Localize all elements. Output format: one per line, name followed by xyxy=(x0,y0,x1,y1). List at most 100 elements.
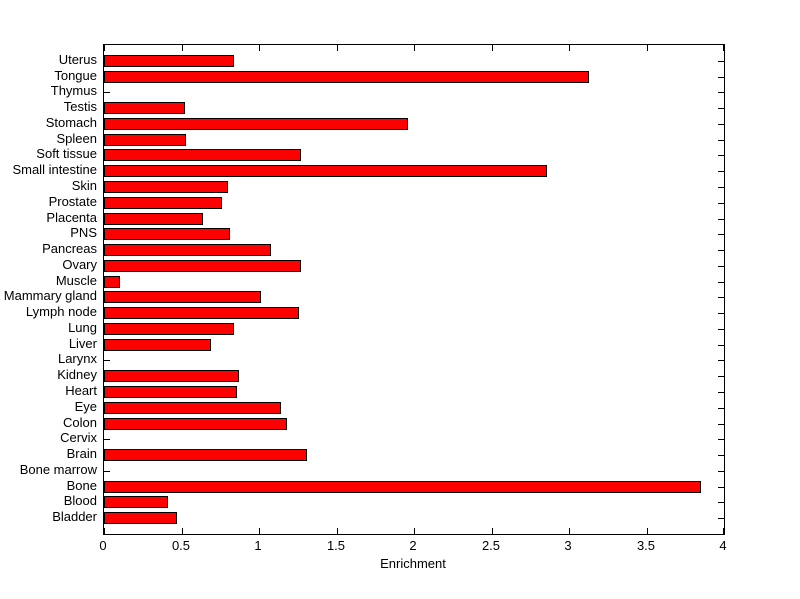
bar xyxy=(104,260,301,272)
y-tick-label: Lymph node xyxy=(25,304,97,320)
x-tick-mark xyxy=(492,45,493,51)
bar xyxy=(104,323,234,335)
x-tick-mark xyxy=(492,528,493,534)
x-tick-label: 2 xyxy=(409,538,417,553)
y-tick-label: Thymus xyxy=(50,83,97,99)
y-tick-mark xyxy=(104,439,110,440)
y-tick-label: Eye xyxy=(74,398,97,414)
y-tick-mark xyxy=(718,266,724,267)
bar xyxy=(104,102,185,114)
y-tick-mark xyxy=(718,77,724,78)
bar xyxy=(104,244,271,256)
bar xyxy=(104,402,281,414)
y-tick-mark xyxy=(718,408,724,409)
y-tick-mark xyxy=(718,203,724,204)
bar xyxy=(104,228,230,240)
y-tick-mark xyxy=(718,313,724,314)
plot-area xyxy=(103,44,725,535)
y-tick-mark xyxy=(718,392,724,393)
bar xyxy=(104,71,589,83)
y-tick-label: Pancreas xyxy=(42,241,97,257)
y-tick-label: Cervix xyxy=(60,430,97,446)
x-axis-title: Enrichment xyxy=(380,556,446,571)
bar xyxy=(104,181,228,193)
y-tick-label: Tongue xyxy=(54,67,97,83)
y-tick-label: Blood xyxy=(63,493,97,509)
y-tick-mark xyxy=(718,250,724,251)
y-tick-label: Lung xyxy=(68,319,97,335)
y-tick-mark xyxy=(718,502,724,503)
y-tick-label: Spleen xyxy=(56,130,97,146)
y-tick-label: Stomach xyxy=(45,114,97,130)
x-tick-mark xyxy=(104,528,105,534)
y-tick-label: Brain xyxy=(66,446,97,462)
x-tick-label: 2.5 xyxy=(481,538,501,553)
y-tick-label: Skin xyxy=(71,177,97,193)
y-tick-mark xyxy=(718,140,724,141)
x-tick-mark xyxy=(337,45,338,51)
x-tick-mark xyxy=(647,45,648,51)
y-tick-mark xyxy=(718,376,724,377)
y-tick-label: Soft tissue xyxy=(36,146,97,162)
y-tick-mark xyxy=(718,187,724,188)
y-tick-mark xyxy=(718,155,724,156)
x-tick-label: 3 xyxy=(564,538,572,553)
y-tick-label: Kidney xyxy=(57,367,97,383)
y-tick-label: Bladder xyxy=(52,509,97,525)
y-tick-label: Prostate xyxy=(48,193,97,209)
y-tick-label: Testis xyxy=(63,99,97,115)
y-tick-mark xyxy=(718,234,724,235)
y-tick-mark xyxy=(104,92,110,93)
bar xyxy=(104,276,120,288)
y-tick-label: Uterus xyxy=(58,51,97,67)
y-tick-label: PNS xyxy=(70,225,97,241)
x-tick-mark xyxy=(414,528,415,534)
x-tick-label: 0 xyxy=(99,538,107,553)
bar xyxy=(104,386,237,398)
bar xyxy=(104,149,301,161)
bar xyxy=(104,134,186,146)
x-tick-mark xyxy=(104,45,105,51)
y-tick-label: Bone xyxy=(66,477,97,493)
x-tick-mark xyxy=(414,45,415,51)
y-tick-mark xyxy=(718,171,724,172)
y-tick-mark xyxy=(718,518,724,519)
x-tick-mark xyxy=(569,45,570,51)
bar xyxy=(104,165,547,177)
bar xyxy=(104,418,287,430)
x-tick-mark xyxy=(569,528,570,534)
bar xyxy=(104,481,701,493)
x-tick-label: 4 xyxy=(719,538,727,553)
y-tick-mark xyxy=(718,108,724,109)
y-tick-mark xyxy=(718,219,724,220)
y-tick-mark xyxy=(718,282,724,283)
x-tick-mark xyxy=(182,45,183,51)
bar xyxy=(104,55,234,67)
x-tick-label: 3.5 xyxy=(636,538,656,553)
x-tick-mark xyxy=(723,528,724,534)
y-tick-label: Small intestine xyxy=(12,162,97,178)
y-tick-label: Mammary gland xyxy=(3,288,97,304)
y-tick-mark xyxy=(718,487,724,488)
x-tick-label: 0.5 xyxy=(171,538,191,553)
y-tick-mark xyxy=(718,345,724,346)
y-tick-label: Ovary xyxy=(62,256,97,272)
y-tick-mark xyxy=(718,61,724,62)
x-tick-mark xyxy=(259,45,260,51)
y-tick-label: Bone marrow xyxy=(19,461,97,477)
y-tick-mark xyxy=(718,455,724,456)
y-tick-mark xyxy=(104,471,110,472)
y-tick-mark xyxy=(718,92,724,93)
x-tick-mark xyxy=(259,528,260,534)
y-tick-label: Heart xyxy=(65,383,97,399)
y-tick-mark xyxy=(718,297,724,298)
y-tick-mark xyxy=(718,329,724,330)
y-tick-label: Muscle xyxy=(55,272,97,288)
bar xyxy=(104,339,211,351)
bar xyxy=(104,307,299,319)
y-tick-mark xyxy=(718,124,724,125)
y-tick-mark xyxy=(718,424,724,425)
bar xyxy=(104,118,408,130)
y-tick-mark xyxy=(718,471,724,472)
